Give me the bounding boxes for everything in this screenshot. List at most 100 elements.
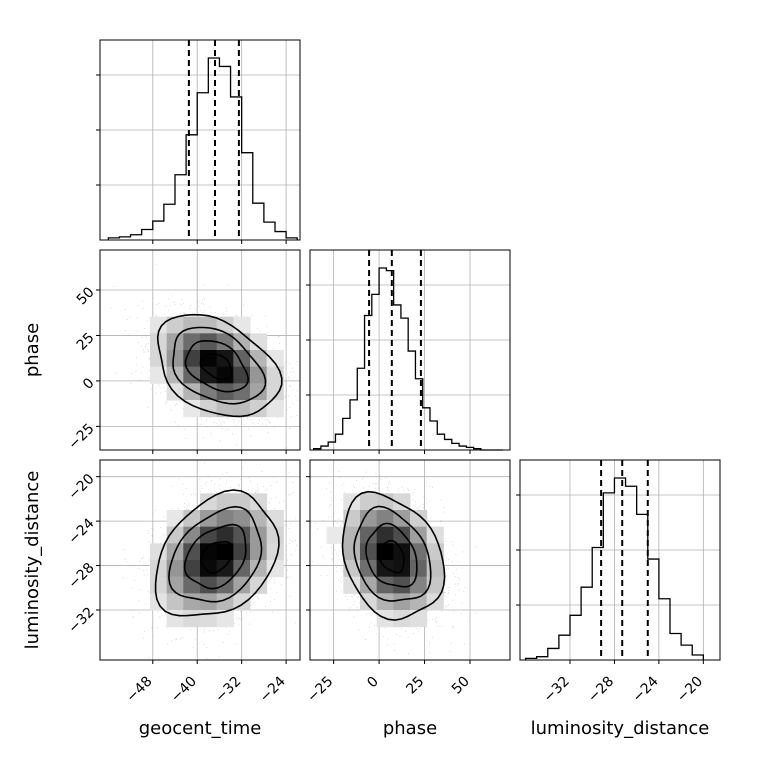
density-cell xyxy=(343,526,361,544)
contour-line xyxy=(200,540,233,575)
density-cell xyxy=(233,350,251,368)
density-cell xyxy=(410,560,428,578)
density-cell xyxy=(150,350,168,368)
x-axis-label: phase xyxy=(383,718,437,739)
x-tick-label: 50 xyxy=(449,674,473,698)
density-cell xyxy=(183,316,201,334)
density-cell xyxy=(233,316,251,334)
contour-line xyxy=(341,490,446,621)
density-cell xyxy=(200,400,218,418)
density-cell xyxy=(216,510,234,528)
y-tick-label: −25 xyxy=(65,421,97,453)
y-axis-label: luminosity_distance xyxy=(22,471,43,650)
density-cell xyxy=(216,493,234,511)
x-tick-label: −25 xyxy=(304,674,336,706)
density-cell xyxy=(250,543,268,561)
density-cell xyxy=(250,350,268,368)
density-cell xyxy=(233,333,251,351)
density-cell xyxy=(393,593,411,611)
density-cell xyxy=(410,610,428,628)
histogram-panel-phase xyxy=(306,249,511,454)
density-cell xyxy=(250,576,268,594)
panel-inner xyxy=(100,460,300,660)
density-cell xyxy=(216,526,234,544)
panel-frame xyxy=(99,459,301,661)
y-tick-label: −28 xyxy=(65,560,97,592)
panel-inner xyxy=(310,460,510,660)
density-cell xyxy=(150,560,168,578)
contour-line xyxy=(156,313,283,418)
density-cell xyxy=(183,610,201,628)
density-cell xyxy=(326,526,344,544)
contour-line xyxy=(168,505,263,603)
density-cell xyxy=(360,543,378,561)
density-cell xyxy=(200,543,218,561)
density-cell xyxy=(233,383,251,401)
density-cell xyxy=(200,366,218,384)
density-cell xyxy=(360,526,378,544)
density-cell xyxy=(233,510,251,528)
density-cell xyxy=(376,593,394,611)
histogram-step xyxy=(524,477,704,660)
density-cell xyxy=(266,543,284,561)
density-cell xyxy=(410,576,428,594)
density-cell xyxy=(376,526,394,544)
density-cell xyxy=(183,510,201,528)
density-cell xyxy=(216,610,234,628)
density-cell xyxy=(376,543,394,561)
panel-frame xyxy=(99,249,301,451)
density-cell xyxy=(216,560,234,578)
density-cell xyxy=(266,400,284,418)
contour-line xyxy=(199,352,233,381)
density-cell xyxy=(166,510,184,528)
contour-line xyxy=(377,539,405,574)
contour-line xyxy=(353,505,432,602)
density-cell xyxy=(233,576,251,594)
contour-line xyxy=(183,523,247,590)
density-cell xyxy=(343,543,361,561)
density-cell xyxy=(216,543,234,561)
panel-frame xyxy=(99,39,301,241)
x-tick-label: −40 xyxy=(168,674,200,706)
x-tick-label: 25 xyxy=(403,674,427,698)
x-tick-label: −32 xyxy=(541,674,573,706)
histogram-panel-geocent_time xyxy=(96,39,301,244)
contour-line xyxy=(154,489,280,617)
density-cell xyxy=(200,560,218,578)
density-cell xyxy=(343,576,361,594)
panel-frame xyxy=(309,249,511,451)
density-cell xyxy=(266,526,284,544)
y-tick-label: −32 xyxy=(65,604,97,636)
density-cell xyxy=(166,350,184,368)
x-axis-label: geocent_time xyxy=(139,718,262,739)
density-cell xyxy=(166,526,184,544)
x-tick-label: −24 xyxy=(257,673,289,705)
density-cell xyxy=(166,576,184,594)
density-cell xyxy=(410,510,428,528)
y-tick-label: 0 xyxy=(80,375,98,393)
density-cell xyxy=(150,366,168,384)
density-cell xyxy=(200,493,218,511)
density-cell xyxy=(183,593,201,611)
y-tick-label: 25 xyxy=(74,330,98,354)
density-cell xyxy=(200,510,218,528)
density-cell xyxy=(360,493,378,511)
x-tick-label: −28 xyxy=(585,674,617,706)
x-tick-label: −48 xyxy=(123,674,155,706)
contour-line xyxy=(365,522,418,588)
density-cell xyxy=(393,526,411,544)
x-tick-label: 0 xyxy=(364,674,382,692)
density-cell xyxy=(183,400,201,418)
density-cell xyxy=(360,510,378,528)
density-cell xyxy=(233,526,251,544)
density-cell xyxy=(360,593,378,611)
density-cell xyxy=(266,510,284,528)
density-cell xyxy=(200,576,218,594)
density-cell xyxy=(233,400,251,418)
x-tick-label: −32 xyxy=(212,674,244,706)
density-cell xyxy=(166,316,184,334)
panel-frame xyxy=(309,459,511,661)
density-cell xyxy=(250,493,268,511)
density-cell xyxy=(200,333,218,351)
